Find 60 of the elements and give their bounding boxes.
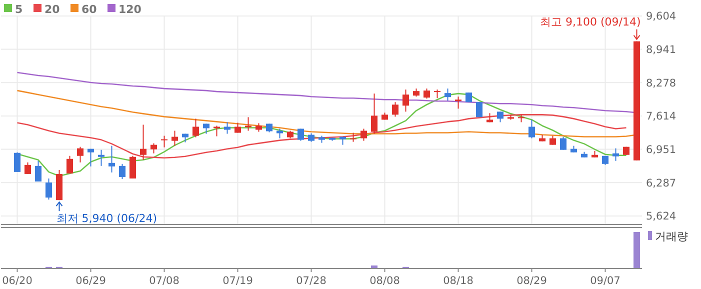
annotation: 최고 9,100 (09/14): [540, 15, 641, 28]
candlestick: [213, 125, 220, 137]
candlestick: [244, 116, 252, 132]
legend-label: 거래량: [655, 230, 688, 243]
x-tick-label: 06/29: [76, 275, 106, 287]
x-tick-label: 07/28: [296, 275, 326, 287]
candlestick: [98, 149, 105, 166]
y-tick-label: 7,614: [646, 110, 676, 123]
candlestick: [423, 88, 430, 100]
candlestick: [560, 136, 567, 150]
candlestick: [276, 128, 284, 139]
legend-label: 20: [44, 2, 60, 16]
candlestick: [360, 128, 368, 142]
candlestick: [24, 162, 32, 174]
candlestick: [34, 160, 42, 182]
candlestick: [129, 155, 136, 179]
y-tick-label: 8,941: [646, 44, 676, 56]
candlestick: [496, 111, 504, 123]
candlestick: [14, 152, 21, 172]
candlestick: [108, 145, 116, 173]
y-tick-label: 5,624: [646, 210, 676, 223]
candlestick: [224, 122, 231, 134]
candlestick: [528, 119, 536, 139]
candlestick: [234, 122, 242, 134]
candlestick: [45, 178, 52, 200]
candlestick: [297, 128, 304, 142]
x-tick-label: 08/29: [516, 275, 547, 287]
candlestick: [454, 96, 462, 110]
candlestick: [402, 89, 410, 112]
candlestick: [140, 124, 147, 160]
annotation: 최저 5,940 (06/24): [56, 212, 158, 226]
candlestick: [549, 135, 556, 146]
candlestick: [160, 135, 168, 148]
candlestick: [150, 142, 158, 154]
x-tick-label: 09/07: [590, 275, 620, 287]
x-tick-label: 06/20: [2, 275, 32, 287]
candlestick: [476, 102, 483, 118]
candlestick: [444, 88, 452, 102]
y-tick-label: 8,278: [646, 77, 676, 90]
candlestick: [202, 123, 210, 134]
candlestick: [87, 148, 94, 167]
candlestick: [171, 130, 178, 146]
y-tick-label: 6,951: [646, 144, 676, 156]
candlestick: [350, 132, 357, 142]
candlestick: [192, 118, 200, 138]
candlestick: [370, 93, 378, 134]
candlestick: [118, 163, 126, 180]
x-tick-label: 08/18: [443, 275, 474, 287]
legend-label: 120: [118, 2, 142, 16]
candlestick: [76, 146, 84, 163]
candlestick: [392, 102, 399, 118]
y-tick-label: 6,287: [646, 177, 676, 190]
legend-label: 60: [82, 2, 98, 16]
x-tick-label: 08/08: [370, 275, 400, 287]
x-tick-label: 07/19: [222, 275, 253, 287]
y-tick-label: 9,604: [646, 10, 676, 23]
candlestick: [612, 148, 620, 162]
x-tick-label: 07/08: [149, 275, 180, 287]
legend-label: 5: [15, 2, 23, 16]
candlestick: [66, 155, 74, 174]
